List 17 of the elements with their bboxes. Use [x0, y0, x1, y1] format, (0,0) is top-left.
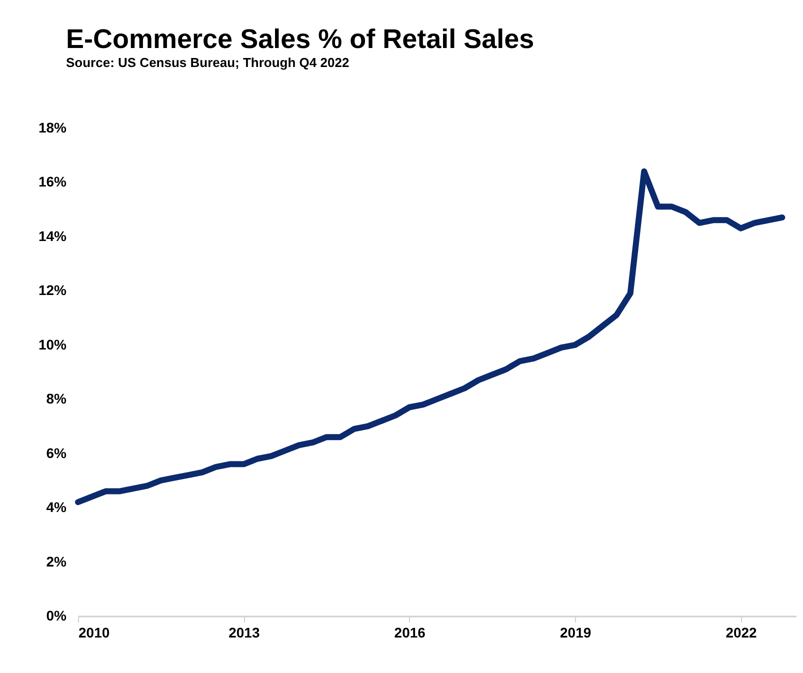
y-tick-label: 18%	[38, 120, 68, 136]
y-tick-label: 6%	[46, 444, 68, 461]
x-tick-label: 2016	[394, 624, 426, 640]
y-tick-label: 10%	[38, 336, 68, 352]
x-tick-label: 2022	[726, 624, 758, 640]
y-tick-label: 8%	[46, 390, 68, 407]
y-tick-label: 4%	[46, 499, 68, 516]
y-tick-label: 2%	[46, 553, 68, 570]
x-tick-label: 2010	[78, 624, 110, 640]
y-tick-label: 14%	[38, 228, 68, 244]
chart-subtitle: Source: US Census Bureau; Through Q4 2022	[66, 55, 350, 70]
y-tick-label: 12%	[38, 282, 68, 298]
y-tick-label: 0%	[46, 608, 68, 624]
x-tick-label: 2019	[560, 624, 592, 640]
y-tick-label: 16%	[38, 174, 68, 190]
x-tick-label: 2013	[228, 624, 260, 640]
chart-title: E-Commerce Sales % of Retail Sales	[66, 24, 534, 54]
